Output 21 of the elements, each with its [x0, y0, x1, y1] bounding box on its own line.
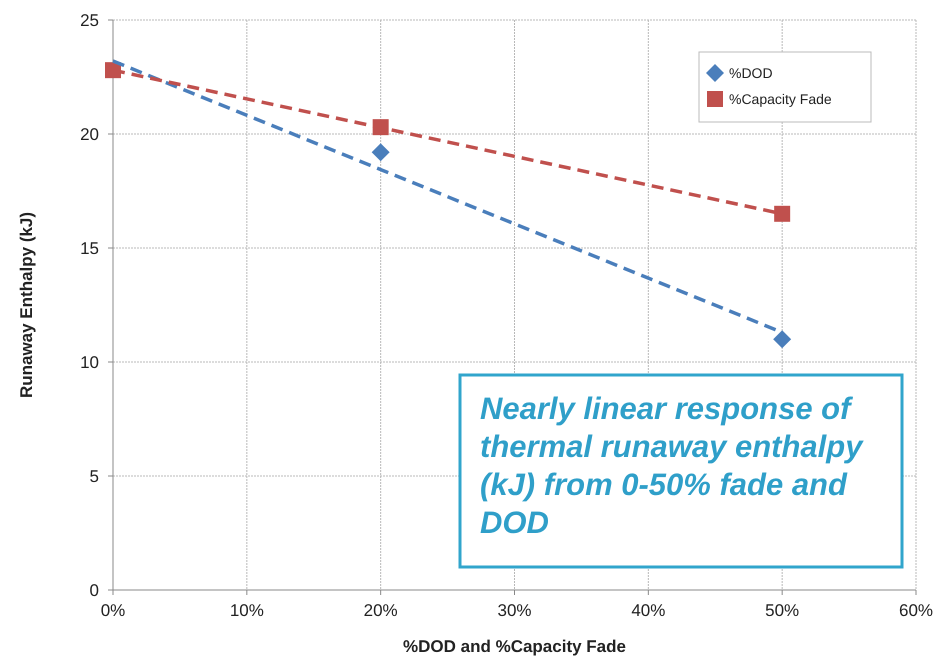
point	[773, 330, 792, 348]
y-tick-label: 20	[80, 125, 99, 144]
point	[774, 206, 790, 222]
legend-label: %Capacity Fade	[729, 91, 832, 107]
x-tick-label: 0%	[100, 601, 126, 620]
x-tick-label: 10%	[230, 601, 264, 620]
x-tick-label: 60%	[898, 601, 934, 620]
point	[372, 143, 390, 162]
annotation: Nearly linear response of thermal runaway enthalpy (kJ) from 0-50% fade and DOD	[480, 391, 864, 540]
y-tick-label: 15	[80, 239, 99, 258]
legend-label: %DOD	[729, 65, 773, 81]
x-tick-label: 20%	[364, 601, 398, 620]
x-axis-title: %DOD and %Capacity Fade	[403, 637, 626, 656]
x-tick-label: 50%	[765, 601, 800, 620]
y-tick-label: 25	[80, 11, 99, 30]
y-tick-label: 0	[90, 581, 99, 600]
x-tick-label: 40%	[631, 601, 666, 620]
x-tick-label: 30%	[497, 601, 532, 620]
y-tick-label: 5	[90, 467, 99, 486]
y-tick-label: 10	[80, 353, 99, 372]
y-axis-title: Runaway Enthalpy (kJ)	[17, 212, 36, 398]
